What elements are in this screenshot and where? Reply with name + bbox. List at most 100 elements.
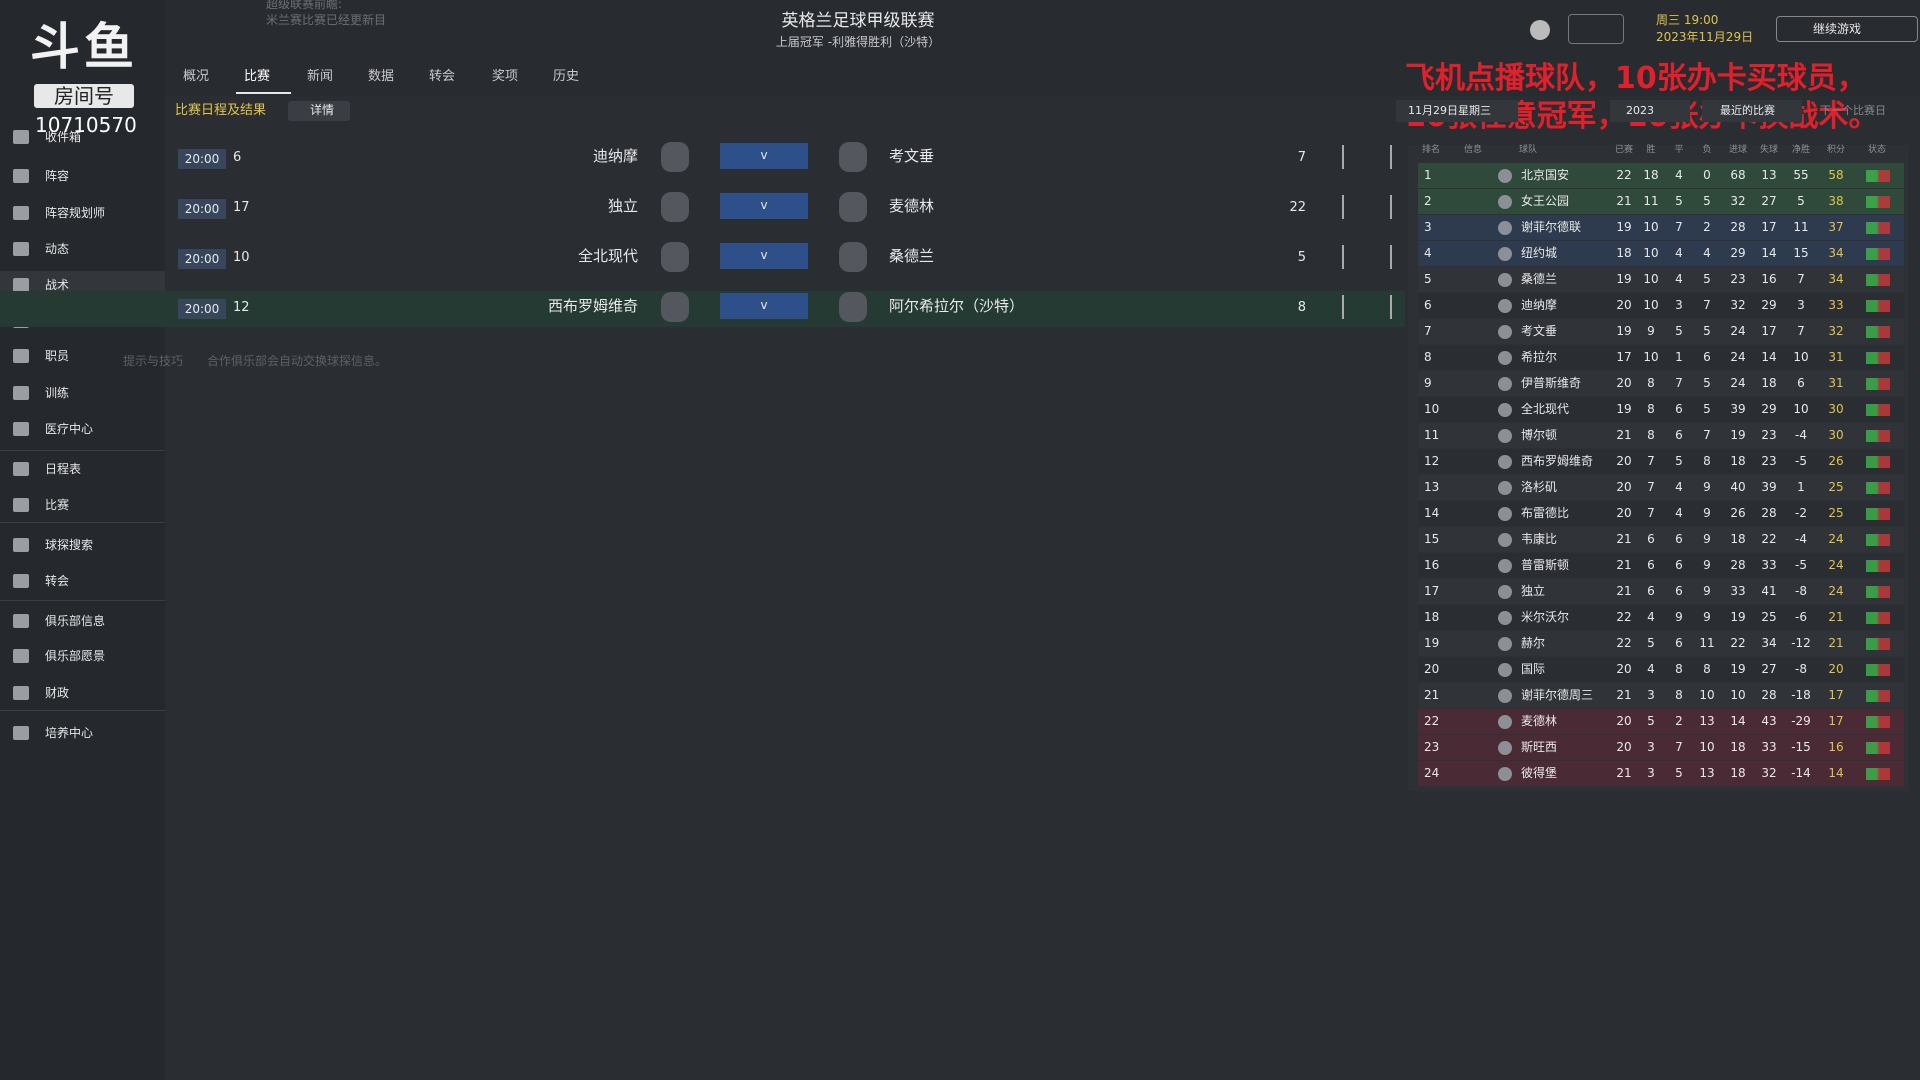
table-cell: 5: [1703, 376, 1711, 390]
team-name[interactable]: 独立: [1521, 584, 1546, 598]
filter-date[interactable]: 11月29日星期三: [1396, 100, 1518, 122]
help-button[interactable]: [1530, 20, 1550, 40]
table-cell: 15: [1424, 532, 1440, 546]
sidebar-item[interactable]: 阵容规划师: [45, 206, 106, 220]
table-cell: 24: [1828, 584, 1844, 598]
home-position: 12: [233, 300, 250, 315]
sidebar-item[interactable]: 训练: [45, 386, 70, 400]
sidebar-item[interactable]: 动态: [45, 242, 70, 256]
team-name[interactable]: 布雷德比: [1521, 506, 1570, 520]
form-icon: [1866, 378, 1890, 390]
team-name[interactable]: 伊普斯维奇: [1521, 376, 1582, 390]
table-cell: 33: [1730, 584, 1746, 598]
team-name[interactable]: 麦德林: [1521, 714, 1558, 728]
table-cell: 33: [1761, 558, 1777, 572]
team-name[interactable]: 全北现代: [1521, 402, 1570, 416]
settings-button[interactable]: [1568, 14, 1624, 44]
table-cell: 27: [1761, 662, 1777, 676]
filter-next[interactable]: 下一个比赛日: [1820, 104, 1886, 117]
sidebar-icon: [13, 538, 29, 552]
match-action[interactable]: [1342, 145, 1392, 169]
table-header: 排名: [1422, 145, 1441, 155]
team-crest: [1498, 741, 1512, 755]
tab[interactable]: 历史: [553, 69, 580, 84]
team-name[interactable]: 纽约城: [1521, 246, 1558, 260]
team-name[interactable]: 希拉尔: [1521, 350, 1558, 364]
tab[interactable]: 奖项: [492, 69, 519, 84]
table-cell: 25: [1761, 610, 1777, 624]
sidebar-item[interactable]: 收件箱: [45, 130, 82, 144]
sidebar-item[interactable]: 比赛: [45, 498, 70, 512]
team-crest: [1498, 637, 1512, 651]
team-name[interactable]: 斯旺西: [1521, 740, 1558, 754]
table-cell: 20: [1616, 740, 1632, 754]
sidebar-item[interactable]: 日程表: [45, 462, 82, 476]
team-name[interactable]: 彼得堡: [1521, 766, 1558, 780]
team-name[interactable]: 谢菲尔德联: [1521, 220, 1582, 234]
sidebar-item[interactable]: 转会: [45, 574, 70, 588]
away-team[interactable]: 考文垂: [889, 147, 935, 165]
team-name[interactable]: 洛杉矶: [1521, 480, 1558, 494]
sidebar-item[interactable]: 职员: [45, 349, 70, 363]
sidebar-item[interactable]: 球探搜索: [45, 538, 94, 552]
table-cell: 7: [1424, 324, 1432, 338]
details-button[interactable]: 详情: [288, 101, 350, 121]
team-name[interactable]: 博尔顿: [1521, 428, 1558, 442]
home-position: 17: [233, 200, 250, 215]
table-cell: 33: [1761, 740, 1777, 754]
table-cell: 7: [1703, 298, 1711, 312]
table-cell: 5: [1424, 272, 1432, 286]
sidebar-item[interactable]: 俱乐部愿景: [45, 649, 106, 663]
team-name[interactable]: 迪纳摩: [1521, 298, 1558, 312]
versus-button[interactable]: v: [720, 293, 808, 319]
tab[interactable]: 转会: [429, 69, 456, 84]
tab[interactable]: 数据: [368, 69, 395, 84]
team-name[interactable]: 西布罗姆维奇: [1521, 454, 1594, 468]
continue-button[interactable]: 继续游戏: [1776, 16, 1918, 42]
table-header: 失球: [1759, 145, 1778, 155]
sidebar-icon: [13, 498, 29, 512]
match-time: 20:00: [178, 199, 226, 219]
filter-recent[interactable]: 最近的比赛: [1702, 100, 1802, 122]
sidebar-item[interactable]: 财政: [45, 686, 70, 700]
versus-button[interactable]: v: [720, 243, 808, 269]
team-name[interactable]: 北京国安: [1521, 168, 1570, 182]
team-name[interactable]: 国际: [1521, 662, 1546, 676]
team-name[interactable]: 米尔沃尔: [1521, 610, 1570, 624]
match-action[interactable]: [1342, 295, 1392, 319]
tab[interactable]: 比赛: [244, 69, 271, 84]
tab[interactable]: 概况: [183, 69, 210, 84]
sidebar-item[interactable]: 俱乐部信息: [45, 614, 106, 628]
match-action[interactable]: [1342, 245, 1392, 269]
away-team[interactable]: 麦德林: [889, 197, 935, 215]
team-name[interactable]: 女王公园: [1521, 194, 1570, 208]
sidebar-item[interactable]: 医疗中心: [45, 422, 94, 436]
filter-year[interactable]: 2023: [1610, 100, 1690, 122]
versus-button[interactable]: v: [720, 143, 808, 169]
table-cell: 13: [1761, 168, 1777, 182]
home-team[interactable]: 迪纳摩: [592, 147, 638, 165]
team-name[interactable]: 赫尔: [1521, 636, 1546, 650]
home-team[interactable]: 西布罗姆维奇: [547, 297, 638, 315]
home-team[interactable]: 全北现代: [577, 247, 638, 265]
team-name[interactable]: 韦康比: [1521, 532, 1558, 546]
team-name[interactable]: 普雷斯顿: [1521, 558, 1570, 572]
table-cell: 6: [1647, 584, 1655, 598]
team-name[interactable]: 谢菲尔德周三: [1521, 688, 1594, 702]
match-action[interactable]: [1342, 195, 1392, 219]
team-name[interactable]: 桑德兰: [1521, 272, 1558, 286]
team-name[interactable]: 考文垂: [1521, 324, 1558, 338]
versus-button[interactable]: v: [720, 193, 808, 219]
home-team[interactable]: 独立: [607, 197, 638, 215]
home-crest: [661, 292, 689, 322]
tab[interactable]: 新闻: [307, 69, 334, 84]
away-team[interactable]: 桑德兰: [889, 247, 935, 265]
sidebar-item[interactable]: 阵容: [45, 169, 70, 183]
table-cell: 7: [1647, 454, 1655, 468]
sidebar-item[interactable]: 战术: [45, 278, 70, 292]
table-cell: 9: [1703, 506, 1711, 520]
table-cell: 10: [1643, 272, 1659, 286]
table-cell: 19: [1730, 662, 1746, 676]
away-team[interactable]: 阿尔希拉尔（沙特）: [889, 297, 1025, 315]
sidebar-item[interactable]: 培养中心: [45, 726, 94, 740]
